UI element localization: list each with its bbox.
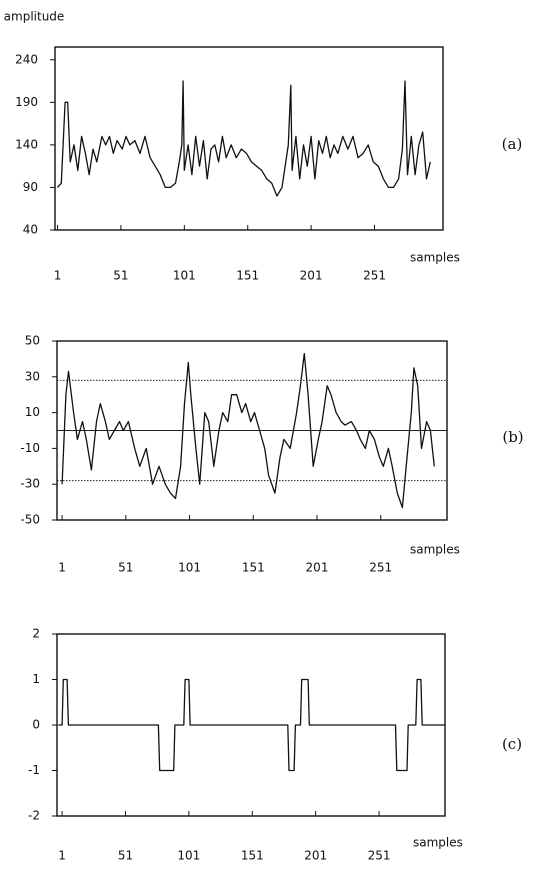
y-tick-label: 240	[15, 52, 38, 66]
y-tick-label: 190	[15, 95, 38, 109]
x-tick-label: 201	[300, 269, 323, 283]
x-tick-label: 51	[118, 561, 133, 575]
x-tick-label: 201	[306, 561, 329, 575]
y-tick-label: 0	[32, 718, 40, 732]
data-line	[57, 80, 431, 197]
y-tick-label: -2	[28, 809, 40, 823]
x-tick-label: 101	[178, 561, 201, 575]
x-tick-label: 101	[177, 849, 200, 863]
plot-frame	[54, 46, 444, 231]
y-tick-label: 50	[25, 334, 40, 348]
y-tick-label: 2	[32, 627, 40, 641]
x-tick-label: 151	[236, 269, 259, 283]
x-tick-label: 1	[58, 849, 66, 863]
x-tick-label: 251	[369, 561, 392, 575]
y-tick-label: -30	[20, 477, 40, 491]
y-tick-label: -1	[28, 763, 40, 777]
y-tick-label: 30	[25, 369, 40, 383]
x-axis-label: samples	[413, 836, 463, 850]
y-tick-label: 90	[23, 180, 38, 194]
y-axis-label: amplitude	[4, 10, 65, 24]
y-tick-label: -50	[20, 513, 40, 527]
x-axis-label: samples	[410, 543, 460, 557]
panel-label: (a)	[502, 135, 523, 153]
x-tick-label: 151	[242, 561, 265, 575]
x-tick-label: 51	[118, 849, 133, 863]
panel-label: (c)	[502, 735, 522, 753]
x-tick-label: 251	[363, 269, 386, 283]
x-tick-label: 51	[113, 269, 128, 283]
y-tick-label: 10	[25, 405, 40, 419]
y-tick-label: 140	[15, 137, 38, 151]
x-tick-label: 201	[304, 849, 327, 863]
data-line	[58, 678, 445, 772]
x-tick-label: 101	[173, 269, 196, 283]
y-tick-label: 40	[23, 223, 38, 237]
x-tick-label: 1	[58, 561, 66, 575]
x-axis-label: samples	[410, 251, 460, 265]
x-tick-label: 1	[54, 269, 62, 283]
x-tick-label: 151	[241, 849, 264, 863]
y-tick-label: -10	[20, 441, 40, 455]
panel-label: (b)	[502, 428, 523, 446]
x-tick-label: 251	[368, 849, 391, 863]
y-tick-label: 1	[32, 672, 40, 686]
data-line	[61, 352, 435, 509]
